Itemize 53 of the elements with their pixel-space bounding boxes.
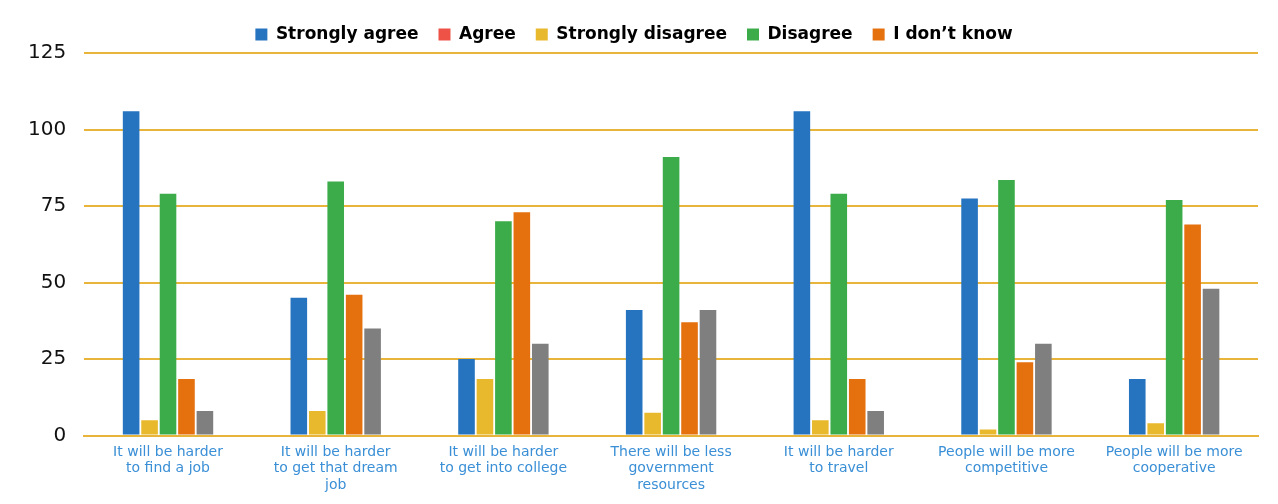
y-tick-label: 0 (53, 421, 67, 446)
bar (513, 212, 531, 435)
bar (793, 111, 811, 435)
legend-label: Disagree (767, 22, 853, 43)
bar (848, 378, 866, 435)
bar (1128, 378, 1146, 435)
x-tick-label: People will be more cooperative (1105, 442, 1243, 476)
bar (830, 193, 848, 435)
x-tick-label: It will be harder to get into college (439, 442, 568, 476)
x-tick-label: People will be more competitive (938, 442, 1075, 476)
y-tick-label: 125 (27, 39, 67, 64)
bar (531, 343, 549, 435)
legend-label: Agree (458, 22, 516, 43)
y-tick-label: 75 (40, 192, 67, 217)
bar (1147, 423, 1165, 435)
legend-label: Strongly disagree (556, 22, 727, 43)
bar (476, 378, 494, 435)
bar (1035, 343, 1052, 435)
bar (625, 310, 643, 435)
x-tick-label: It will be harder to find a job (113, 442, 224, 476)
bar (141, 420, 158, 435)
bar (961, 198, 978, 435)
bar (699, 310, 717, 435)
bar (1016, 362, 1034, 435)
bar (979, 429, 997, 435)
y-tick-label: 25 (40, 345, 67, 370)
bar (812, 420, 829, 435)
bar (159, 193, 177, 435)
bar (345, 294, 363, 435)
bar (1202, 288, 1220, 435)
bar (196, 411, 214, 435)
y-tick-label: 100 (27, 115, 67, 140)
bar (458, 359, 475, 435)
bar (662, 157, 680, 435)
bar (681, 322, 698, 435)
bar (290, 297, 308, 435)
bar (644, 412, 661, 435)
bar (998, 180, 1015, 435)
bar (867, 411, 884, 435)
bar (327, 181, 345, 435)
bar (308, 411, 326, 435)
x-tick-label: It will be harder to get that dream job (273, 442, 398, 493)
bar (122, 111, 140, 435)
bar (364, 328, 381, 435)
bar (1184, 224, 1201, 435)
legend-label: I don’t know (893, 22, 1013, 43)
legend-label: Strongly agree (275, 22, 419, 43)
bar (1165, 199, 1183, 435)
bar (178, 378, 195, 435)
y-tick-label: 50 (40, 268, 67, 293)
bar (495, 221, 512, 435)
x-tick-label: There will be less government resources (609, 442, 732, 493)
x-tick-label: It will be harder to travel (783, 442, 894, 476)
